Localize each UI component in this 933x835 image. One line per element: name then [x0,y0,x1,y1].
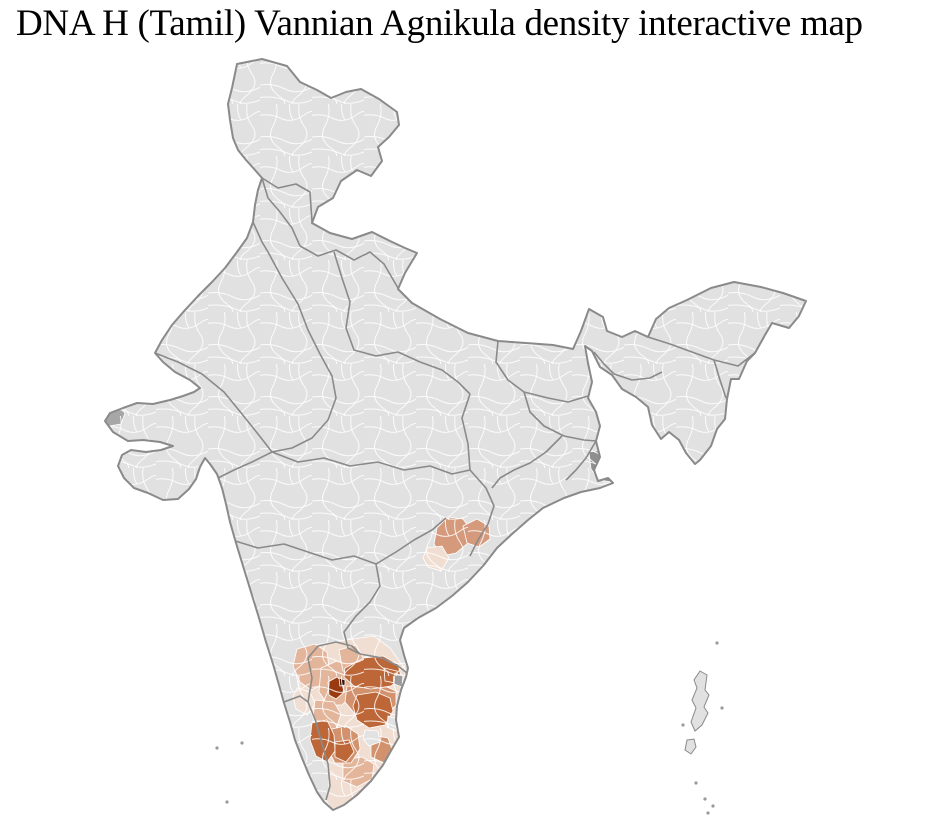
state-border-line [231,539,377,565]
state-border-line [647,336,757,367]
state-border-line [343,563,381,655]
district-borders-texture [105,59,806,810]
state-border-line [375,517,447,565]
island-dot [694,781,698,785]
island-dot [706,811,710,815]
state-border-line [593,351,615,375]
state-border-line [261,177,301,247]
state-border-line [359,653,408,674]
island-dot [240,741,244,745]
state-border-line [713,359,727,399]
island-andaman-south[interactable] [684,738,697,755]
state-border-line [271,451,471,475]
state-border-line [565,440,597,481]
state-border-line [495,340,525,393]
state-border-line [299,245,399,289]
state-border-line [461,393,471,471]
india-border [104,58,807,811]
island-dot [720,706,724,710]
state-border-line [523,391,597,442]
state-border-line [267,251,337,453]
state-border-line [154,352,273,453]
island-dot [225,800,229,804]
page-title: DNA H (Tamil) Vannian Agnikula density i… [16,3,863,44]
island-dot [703,797,707,801]
state-border-line [613,371,663,381]
state-border-line [283,695,331,801]
island-andaman-main[interactable] [690,670,710,732]
island-dot [215,746,219,750]
state-border-line [333,251,471,395]
state-border-line [307,641,361,703]
island-dot [681,723,685,727]
island-dot [711,804,715,808]
state-border-line [261,177,313,223]
state-border-line [523,391,589,403]
island-dot [715,641,719,645]
state-border-line [491,435,563,489]
state-border-line [252,221,269,253]
state-border-line [217,451,273,479]
state-border-line [469,469,495,557]
